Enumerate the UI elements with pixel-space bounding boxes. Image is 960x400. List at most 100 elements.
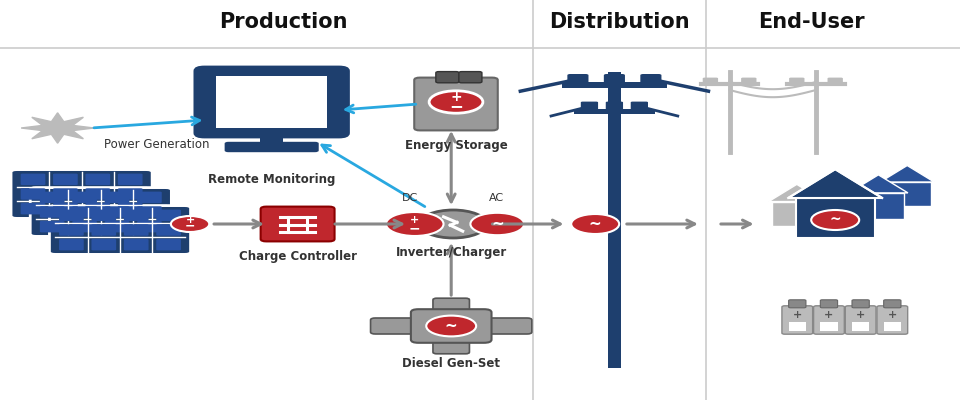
FancyBboxPatch shape (91, 239, 116, 250)
FancyBboxPatch shape (156, 210, 180, 221)
FancyBboxPatch shape (581, 102, 598, 110)
Text: Distribution: Distribution (549, 12, 689, 32)
FancyBboxPatch shape (781, 306, 812, 334)
FancyBboxPatch shape (479, 318, 532, 334)
FancyBboxPatch shape (137, 206, 161, 218)
Bar (773, 202, 821, 226)
FancyBboxPatch shape (216, 76, 327, 128)
Bar (820, 322, 837, 331)
Bar (884, 182, 930, 206)
Circle shape (470, 213, 524, 235)
FancyBboxPatch shape (436, 72, 459, 83)
FancyBboxPatch shape (124, 239, 149, 250)
FancyBboxPatch shape (91, 224, 116, 236)
FancyBboxPatch shape (814, 306, 845, 334)
Text: +: + (410, 215, 420, 225)
FancyBboxPatch shape (846, 306, 876, 334)
Text: Power Generation: Power Generation (104, 138, 209, 150)
FancyBboxPatch shape (411, 309, 492, 343)
FancyBboxPatch shape (39, 206, 64, 218)
FancyBboxPatch shape (85, 174, 110, 185)
FancyBboxPatch shape (105, 221, 130, 232)
FancyBboxPatch shape (631, 102, 648, 110)
FancyBboxPatch shape (50, 206, 190, 254)
Text: AC: AC (489, 193, 504, 203)
FancyBboxPatch shape (606, 102, 623, 110)
Circle shape (426, 316, 476, 336)
FancyBboxPatch shape (53, 174, 78, 185)
Text: +: + (825, 310, 833, 320)
Polygon shape (849, 175, 908, 193)
Circle shape (420, 210, 487, 238)
FancyBboxPatch shape (118, 203, 143, 214)
Polygon shape (769, 184, 825, 202)
FancyBboxPatch shape (820, 300, 837, 308)
FancyBboxPatch shape (789, 78, 804, 85)
FancyBboxPatch shape (195, 67, 348, 137)
FancyBboxPatch shape (225, 142, 319, 152)
FancyBboxPatch shape (118, 174, 143, 185)
Circle shape (171, 216, 209, 232)
FancyBboxPatch shape (567, 74, 588, 84)
FancyBboxPatch shape (72, 192, 97, 203)
Text: Energy Storage: Energy Storage (404, 140, 508, 152)
FancyBboxPatch shape (72, 221, 97, 232)
FancyBboxPatch shape (156, 224, 180, 236)
FancyBboxPatch shape (21, 174, 45, 185)
Text: Diesel Gen-Set: Diesel Gen-Set (402, 357, 500, 370)
Bar (574, 109, 655, 114)
FancyBboxPatch shape (156, 239, 180, 250)
Text: DC: DC (402, 193, 418, 203)
Circle shape (811, 210, 859, 230)
FancyBboxPatch shape (260, 206, 334, 241)
FancyBboxPatch shape (433, 298, 469, 314)
FancyBboxPatch shape (39, 221, 64, 232)
FancyBboxPatch shape (12, 170, 153, 218)
FancyBboxPatch shape (60, 239, 84, 250)
FancyBboxPatch shape (137, 221, 161, 232)
FancyBboxPatch shape (741, 78, 756, 85)
FancyBboxPatch shape (91, 210, 116, 221)
FancyBboxPatch shape (60, 210, 84, 221)
Text: ~: ~ (588, 216, 602, 232)
FancyBboxPatch shape (53, 188, 78, 200)
Polygon shape (21, 113, 94, 143)
Text: ~: ~ (444, 318, 458, 334)
FancyBboxPatch shape (371, 318, 423, 334)
FancyBboxPatch shape (459, 72, 482, 83)
FancyBboxPatch shape (105, 192, 130, 203)
FancyBboxPatch shape (415, 78, 497, 130)
Text: Charge Controller: Charge Controller (239, 250, 356, 263)
Text: Remote Monitoring: Remote Monitoring (208, 173, 335, 186)
Text: −: − (449, 97, 463, 115)
FancyBboxPatch shape (105, 206, 130, 218)
FancyBboxPatch shape (852, 300, 870, 308)
FancyBboxPatch shape (137, 192, 161, 203)
FancyBboxPatch shape (828, 78, 843, 85)
FancyBboxPatch shape (85, 203, 110, 214)
Polygon shape (880, 166, 934, 182)
FancyBboxPatch shape (604, 74, 625, 84)
FancyBboxPatch shape (53, 203, 78, 214)
Text: Production: Production (219, 12, 348, 32)
FancyBboxPatch shape (433, 338, 469, 354)
Text: −: − (409, 221, 420, 235)
Bar (260, 133, 283, 144)
Bar (852, 193, 904, 219)
Bar (883, 322, 900, 331)
FancyBboxPatch shape (60, 224, 84, 236)
Text: End-User: End-User (757, 12, 865, 32)
Text: +: + (185, 215, 195, 225)
FancyBboxPatch shape (124, 210, 149, 221)
Polygon shape (788, 169, 882, 198)
Bar (852, 322, 870, 331)
FancyBboxPatch shape (30, 188, 172, 236)
Text: ~: ~ (829, 213, 841, 227)
FancyBboxPatch shape (21, 203, 45, 214)
Text: −: − (185, 220, 195, 233)
FancyBboxPatch shape (877, 306, 908, 334)
FancyBboxPatch shape (883, 300, 900, 308)
Bar (789, 322, 805, 331)
FancyBboxPatch shape (21, 188, 45, 200)
Text: +: + (888, 310, 897, 320)
